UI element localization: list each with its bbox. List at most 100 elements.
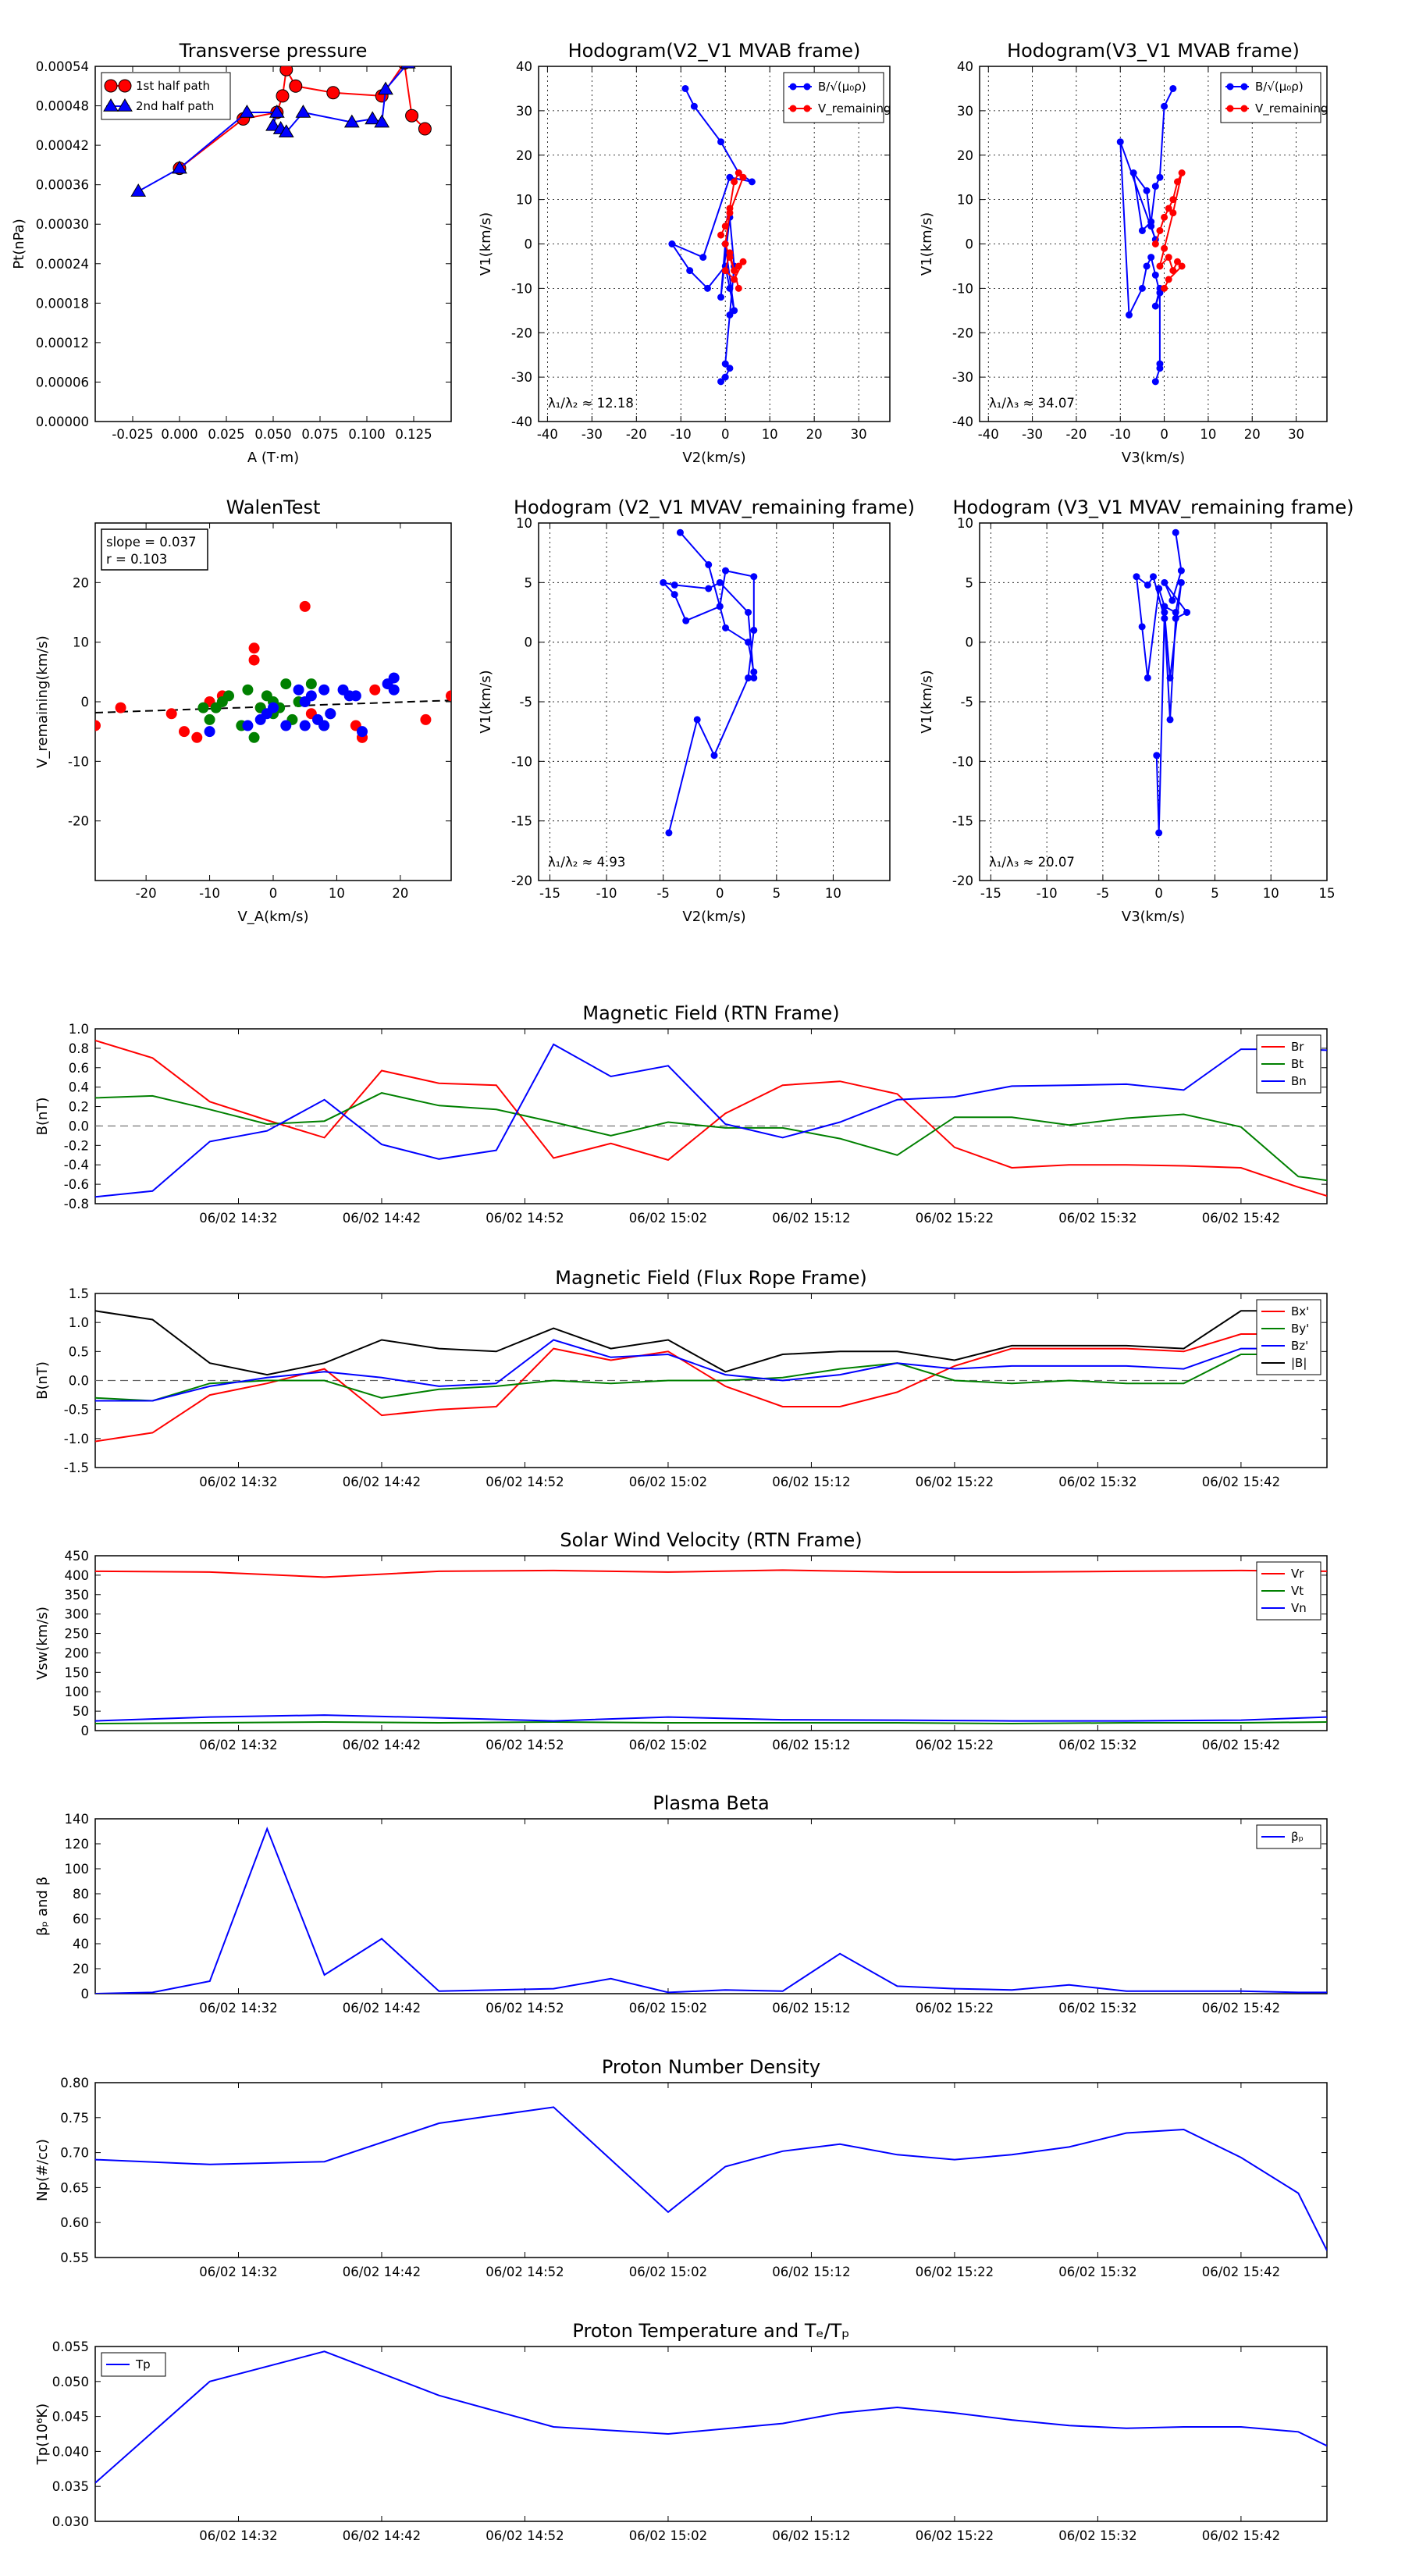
data-point	[278, 124, 294, 138]
y-tick-label: 0.4	[69, 1080, 89, 1095]
x-tick-label: 06/02 14:32	[199, 1475, 277, 1489]
legend-marker	[117, 98, 133, 112]
y-tick-label: -10	[511, 754, 532, 769]
data-point	[242, 684, 254, 696]
ratio-annotation: λ₁/λ₂ ≈ 12.18	[548, 396, 634, 411]
y-tick-label: 0.040	[52, 2444, 89, 2459]
legend-label: Bx'	[1291, 1304, 1309, 1318]
data-point	[1172, 614, 1179, 622]
data-point	[1178, 169, 1186, 176]
plot-area	[668, 84, 756, 386]
x-tick-label: 06/02 14:52	[486, 1475, 564, 1489]
x-tick-label: 20	[392, 886, 408, 901]
series-line	[95, 1569, 1327, 1578]
data-point	[1155, 829, 1163, 837]
data-point	[739, 173, 747, 181]
chart-title: Magnetic Field (Flux Rope Frame)	[555, 1267, 866, 1289]
data-point	[731, 267, 738, 275]
y-tick-label: 0	[81, 1724, 90, 1738]
y-tick-label: 0	[966, 635, 974, 650]
y-tick-label: -30	[952, 370, 973, 385]
x-tick-label: 06/02 14:32	[199, 2001, 277, 2016]
data-point	[1151, 271, 1159, 279]
y-tick-label: 0	[81, 695, 90, 710]
legend-label: |B|	[1291, 1356, 1307, 1370]
data-point	[299, 720, 311, 731]
x-tick-label: 06/02 14:42	[343, 2001, 421, 2016]
y-tick-label: 0.2	[69, 1100, 89, 1115]
data-point	[1177, 578, 1185, 586]
x-tick-label: 06/02 15:32	[1058, 1475, 1136, 1489]
data-point	[326, 86, 340, 100]
x-tick-label: 0	[721, 427, 730, 442]
y-tick-label: -1.5	[64, 1461, 89, 1475]
data-point	[735, 169, 742, 176]
legend-label: V_remaining	[1255, 101, 1329, 116]
data-point	[721, 222, 729, 230]
legend-label: Bz'	[1291, 1339, 1308, 1353]
x-tick-label: 06/02 15:22	[916, 1738, 994, 1752]
data-point	[179, 726, 190, 738]
y-axis-label: V1(km/s)	[478, 212, 494, 276]
data-point	[343, 114, 360, 128]
data-point	[1133, 573, 1140, 581]
y-tick-label: 400	[65, 1568, 90, 1583]
data-point	[1156, 365, 1164, 372]
x-tick-label: 15	[1319, 886, 1336, 901]
y-tick-label: 150	[65, 1665, 90, 1680]
x-tick-label: 06/02 15:02	[629, 2528, 707, 2543]
y-tick-label: -15	[952, 814, 973, 829]
data-point	[750, 668, 758, 676]
y-tick-label: -40	[511, 415, 532, 429]
x-tick-label: 0	[1160, 427, 1168, 442]
data-point	[1169, 209, 1177, 217]
x-tick-label: 06/02 15:42	[1202, 1211, 1280, 1226]
data-point	[248, 654, 260, 666]
y-tick-label: -0.2	[64, 1138, 89, 1153]
data-point	[1169, 84, 1177, 92]
data-point	[690, 102, 698, 110]
plot-area	[95, 1569, 1327, 1725]
data-point	[750, 626, 758, 634]
data-point	[1129, 169, 1137, 176]
chart-title: Hodogram (V2_V1 MVAV_remaining frame)	[514, 496, 915, 518]
y-axis-label: V_remaining(km/s)	[34, 635, 51, 768]
x-tick-label: 30	[1288, 427, 1304, 442]
y-axis-label: Tp(10⁶K)	[34, 2403, 51, 2465]
chart-sw: Solar Wind Velocity (RTN Frame) 06/02 14:…	[34, 1529, 1328, 1752]
data-point	[289, 79, 303, 93]
data-point	[745, 639, 752, 646]
data-point	[699, 254, 707, 262]
annotation-box	[101, 528, 208, 571]
data-point	[1144, 674, 1151, 681]
y-tick-label: -20	[511, 326, 532, 340]
y-tick-label: 120	[65, 1837, 90, 1852]
data-point	[1178, 262, 1186, 270]
data-point	[735, 262, 742, 270]
data-point	[731, 276, 738, 283]
y-tick-label: 0.00054	[36, 59, 89, 74]
data-point	[665, 829, 673, 837]
x-tick-label: 06/02 15:42	[1202, 1475, 1280, 1489]
x-tick-label: 06/02 15:12	[772, 1738, 850, 1752]
x-tick-label: 06/02 15:12	[772, 2265, 850, 2279]
x-tick-label: 10	[1263, 886, 1279, 901]
y-tick-label: 0.045	[52, 2410, 89, 2425]
x-axis-label: A (T·m)	[247, 450, 299, 466]
chart-title: Plasma Beta	[653, 1792, 769, 1814]
y-tick-label: 200	[65, 1646, 90, 1660]
x-tick-label: 0.025	[208, 427, 244, 442]
x-tick-label: 06/02 14:42	[343, 1475, 421, 1489]
ratio-annotation: λ₁/λ₂ ≈ 4.93	[548, 855, 625, 870]
legend-marker	[789, 105, 797, 112]
x-tick-label: 06/02 15:32	[1058, 1738, 1136, 1752]
data-point	[693, 716, 701, 724]
x-tick-label: 06/02 14:52	[486, 1738, 564, 1752]
chart-h2: Hodogram(V3_V1 MVAB frame) -40 -30 -20 -10 0 1…	[919, 40, 1329, 466]
x-tick-label: -5	[1097, 886, 1109, 901]
data-point	[325, 708, 336, 720]
data-point	[1147, 222, 1155, 230]
data-point	[670, 581, 678, 589]
y-tick-label: 20	[957, 148, 973, 163]
y-tick-label: 0.030	[52, 2514, 89, 2529]
